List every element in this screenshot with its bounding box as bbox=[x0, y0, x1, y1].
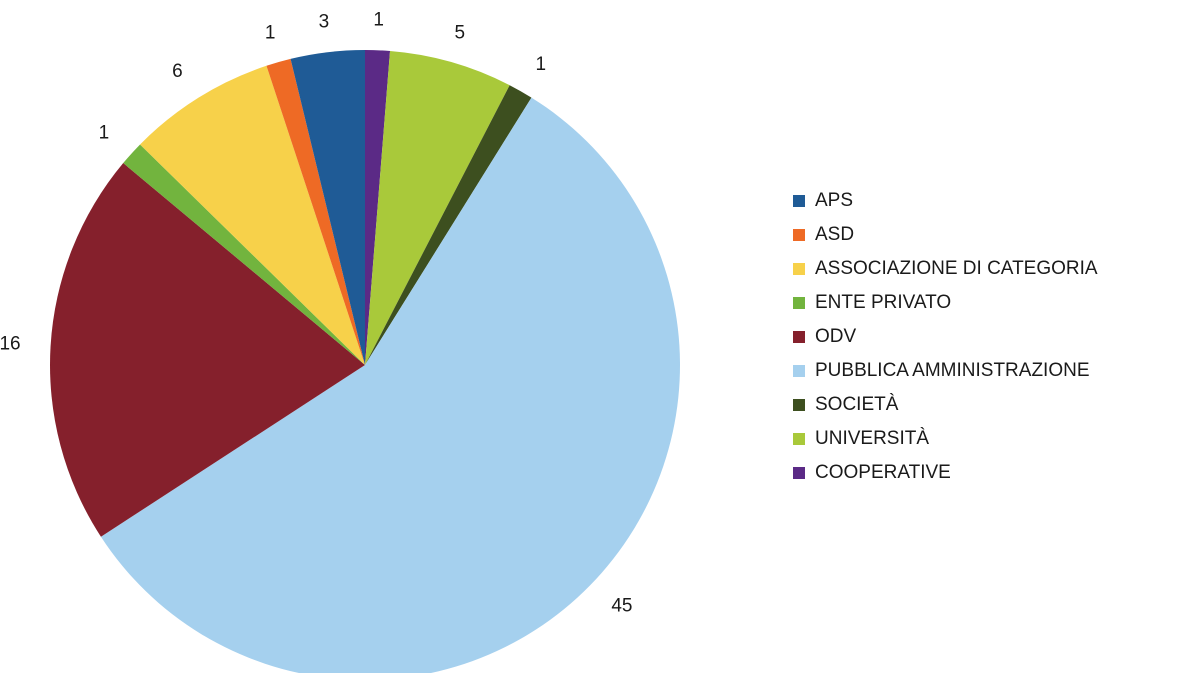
data-label: 1 bbox=[99, 122, 110, 143]
legend-label: PUBBLICA AMMINISTRAZIONE bbox=[815, 360, 1090, 381]
legend-swatch bbox=[793, 467, 805, 479]
legend-swatch bbox=[793, 297, 805, 309]
data-label: 1 bbox=[373, 9, 384, 30]
legend: APS ASD ASSOCIAZIONE DI CATEGORIA ENTE P… bbox=[793, 184, 1098, 490]
legend-label: UNIVERSITÀ bbox=[815, 428, 930, 449]
legend-label: ASSOCIAZIONE DI CATEGORIA bbox=[815, 258, 1098, 279]
legend-swatch bbox=[793, 229, 805, 241]
legend-swatch bbox=[793, 399, 805, 411]
data-label: 5 bbox=[455, 22, 466, 43]
legend-item: UNIVERSITÀ bbox=[793, 422, 1098, 456]
legend-item: ENTE PRIVATO bbox=[793, 286, 1098, 320]
pie-slice bbox=[266, 58, 365, 365]
data-label: 3 bbox=[319, 11, 330, 32]
data-label: 1 bbox=[265, 22, 276, 43]
pie-slice bbox=[365, 85, 532, 365]
legend-label: APS bbox=[815, 190, 854, 211]
data-label: 16 bbox=[0, 333, 21, 354]
legend-swatch bbox=[793, 331, 805, 343]
legend-item: COOPERATIVE bbox=[793, 456, 1098, 490]
pie-slice bbox=[49, 163, 366, 537]
legend-item: APS bbox=[793, 184, 1098, 218]
data-label: 45 bbox=[611, 596, 632, 617]
legend-label: ODV bbox=[815, 326, 857, 347]
pie-slice bbox=[290, 50, 365, 365]
legend-item: ASSOCIAZIONE DI CATEGORIA bbox=[793, 252, 1098, 286]
pie-slice bbox=[365, 50, 391, 365]
data-label: 1 bbox=[536, 54, 547, 75]
data-label: 6 bbox=[172, 61, 183, 82]
legend-label: SOCIETÀ bbox=[815, 394, 899, 415]
pie-slice bbox=[123, 144, 365, 365]
pie-slice bbox=[365, 50, 510, 366]
legend-label: ASD bbox=[815, 224, 855, 245]
legend-item: ASD bbox=[793, 218, 1098, 252]
legend-swatch bbox=[793, 195, 805, 207]
pie-slice bbox=[100, 97, 680, 673]
legend-label: COOPERATIVE bbox=[815, 462, 951, 483]
legend-label: ENTE PRIVATO bbox=[815, 292, 952, 313]
legend-swatch bbox=[793, 365, 805, 377]
legend-swatch bbox=[793, 433, 805, 445]
legend-item: PUBBLICA AMMINISTRAZIONE bbox=[793, 354, 1098, 388]
pie-slice bbox=[140, 65, 365, 366]
legend-item: SOCIETÀ bbox=[793, 388, 1098, 422]
legend-swatch bbox=[793, 263, 805, 275]
legend-item: ODV bbox=[793, 320, 1098, 354]
